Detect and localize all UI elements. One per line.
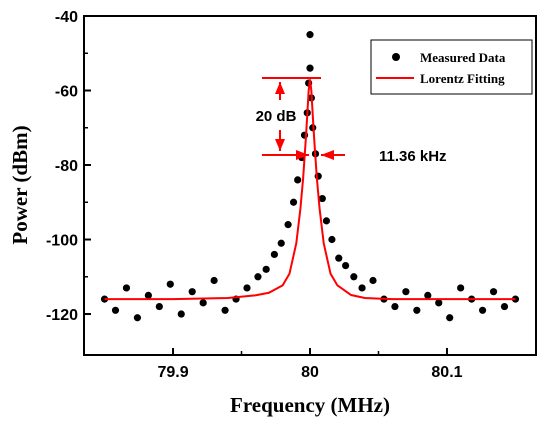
measured-point (111, 306, 120, 314)
measured-point (199, 299, 207, 307)
annotation-width-label: 11.36 kHz (379, 148, 447, 165)
measured-point (478, 306, 487, 314)
measured-point (210, 276, 218, 285)
measured-point (369, 276, 377, 285)
legend: Measured Data Lorentz Fitting (370, 39, 533, 95)
legend-marker-measured (392, 53, 400, 61)
measured-point (446, 314, 454, 322)
measured-point (155, 302, 163, 311)
measured-point (166, 280, 174, 288)
measured-point (306, 31, 314, 39)
measured-point (100, 295, 109, 303)
measured-point (306, 64, 314, 72)
measured-point (435, 299, 443, 307)
arrow-right-icon (296, 150, 309, 160)
measured-point (188, 288, 196, 296)
measured-point (424, 291, 432, 299)
measured-point (402, 288, 410, 296)
measured-point (457, 284, 465, 292)
measured-point (500, 302, 509, 311)
lorentz-fit-line (104, 79, 516, 301)
y-tick-label: -120 (46, 307, 78, 324)
annotation-width: 11.36 kHz (286, 148, 447, 165)
legend-label-fit: Lorentz Fitting (420, 71, 505, 86)
measured-point (221, 306, 229, 314)
measured-point (254, 273, 262, 281)
measured-point (350, 273, 358, 281)
measured-point (144, 291, 152, 299)
y-axis-title: Power (dBm) (8, 125, 32, 244)
arrow-up-icon (275, 82, 285, 94)
arrow-down-icon (275, 139, 285, 151)
arrow-left-icon (321, 150, 334, 160)
x-tick-label: 79.9 (157, 364, 188, 381)
measured-point (133, 314, 142, 322)
x-tick-label: 80.1 (431, 364, 462, 381)
measured-point (243, 284, 251, 292)
measured-point (277, 239, 285, 247)
measured-point (322, 217, 331, 225)
annotation-20db: 20 dB (256, 77, 321, 156)
x-tick-label: 80 (301, 364, 319, 381)
measured-point (489, 288, 498, 296)
measured-point (284, 221, 292, 229)
y-tick-label: -100 (46, 233, 78, 250)
measured-point (262, 265, 270, 273)
measured-point (294, 176, 302, 184)
measured-point (358, 284, 366, 292)
y-tick-label: -80 (55, 158, 78, 175)
x-axis-title: Frequency (MHz) (230, 393, 390, 417)
measured-point (328, 235, 336, 244)
legend-box (370, 39, 533, 95)
y-tick-label: -60 (55, 84, 78, 101)
measured-point (413, 306, 421, 314)
y-axis: -40 -60 -80 -100 -120 (46, 9, 91, 324)
measured-point (122, 284, 131, 292)
legend-label-measured: Measured Data (420, 50, 506, 65)
x-axis: 79.9 80 80.1 (157, 348, 463, 381)
measured-point (177, 310, 185, 318)
annotation-20db-label: 20 dB (256, 108, 297, 125)
measured-point (511, 295, 520, 303)
measured-point (391, 302, 399, 311)
measured-point (270, 250, 278, 259)
y-tick-label: -40 (55, 9, 78, 26)
measured-point (342, 261, 350, 270)
measured-point (318, 194, 326, 203)
measured-point (335, 254, 343, 262)
measured-point (289, 198, 298, 206)
